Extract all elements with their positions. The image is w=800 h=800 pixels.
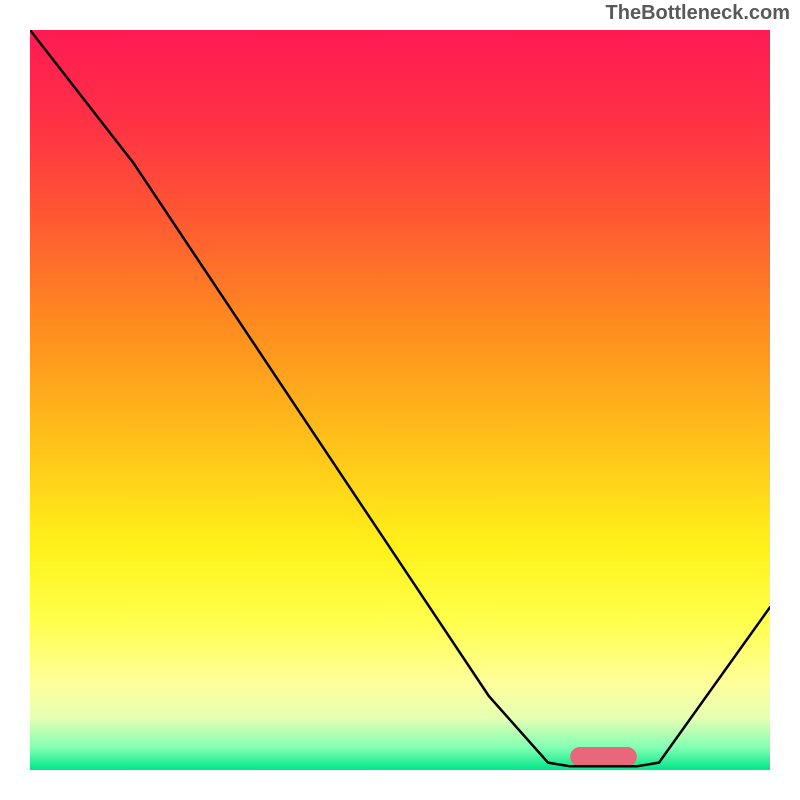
chart-container: TheBottleneck.com xyxy=(0,0,800,800)
bottleneck-marker xyxy=(570,747,637,766)
gradient-background xyxy=(30,30,770,770)
plot-area xyxy=(30,30,770,770)
watermark-text: TheBottleneck.com xyxy=(606,2,790,25)
plot-svg xyxy=(30,30,770,770)
